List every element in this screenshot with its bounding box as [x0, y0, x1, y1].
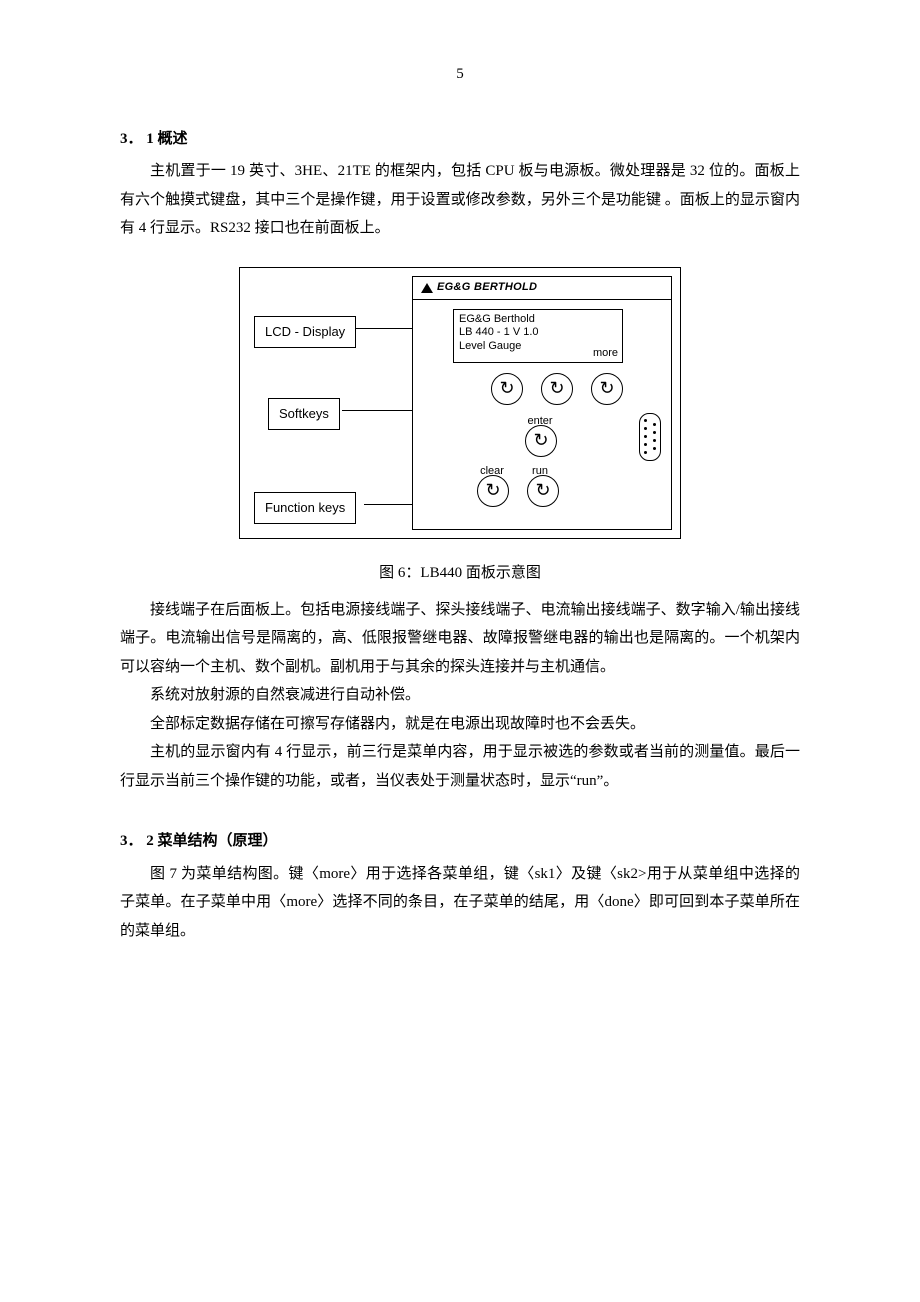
para-after-fig-1: 接线端子在后面板上。包括电源接线端子、探头接线端子、电流输出接线端子、数字输入/… [120, 596, 800, 682]
clear-knob-icon [477, 475, 509, 507]
lcd-line: LB 440 - 1 V 1.0 [459, 326, 617, 340]
lcd-more-label: more [593, 347, 618, 361]
softkey-knob-icon [541, 373, 573, 405]
label-softkeys: Softkeys [268, 398, 340, 431]
figure-6: LCD - Display Softkeys Function keys EG&… [120, 267, 800, 550]
softkey-row [491, 373, 623, 405]
panel-diagram: LCD - Display Softkeys Function keys EG&… [239, 267, 681, 539]
enter-knob-icon [525, 425, 557, 457]
document-page: 5 3． 1 概述 主机置于一 19 英寸、3HE、21TE 的框架内，包括 C… [0, 0, 920, 1025]
softkey-knob-icon [491, 373, 523, 405]
label-lcd-display: LCD - Display [254, 316, 356, 349]
para-after-fig-2: 系统对放射源的自然衰减进行自动补偿。 [120, 681, 800, 710]
brand-text: EG&G BERTHOLD [437, 277, 537, 298]
brand-bar: EG&G BERTHOLD [413, 277, 671, 300]
heading-3-2: 3． 2 菜单结构（原理） [120, 827, 800, 856]
rs232-connector-icon [639, 413, 661, 461]
function-key-row [477, 475, 559, 507]
logo-triangle-icon [421, 283, 433, 293]
softkey-knob-icon [591, 373, 623, 405]
para-after-fig-3: 全部标定数据存储在可擦写存储器内，就是在电源出现故障时也不会丢失。 [120, 710, 800, 739]
run-knob-icon [527, 475, 559, 507]
device-panel: EG&G BERTHOLD EG&G Berthold LB 440 - 1 V… [412, 276, 672, 530]
lcd-screen: EG&G Berthold LB 440 - 1 V 1.0 Level Gau… [453, 309, 623, 363]
figure-6-caption: 图 6：LB440 面板示意图 [120, 559, 800, 588]
para-after-fig-4: 主机的显示窗内有 4 行显示，前三行是菜单内容，用于显示被选的参数或者当前的测量… [120, 738, 800, 795]
lcd-line: EG&G Berthold [459, 313, 617, 327]
para-3-1-1: 主机置于一 19 英寸、3HE、21TE 的框架内，包括 CPU 板与电源板。微… [120, 157, 800, 243]
para-3-2-1: 图 7 为菜单结构图。键〈more〉用于选择各菜单组，键〈sk1〉及键〈sk2>… [120, 860, 800, 946]
heading-3-1: 3． 1 概述 [120, 125, 800, 154]
label-function-keys: Function keys [254, 492, 356, 525]
page-number: 5 [120, 60, 800, 89]
